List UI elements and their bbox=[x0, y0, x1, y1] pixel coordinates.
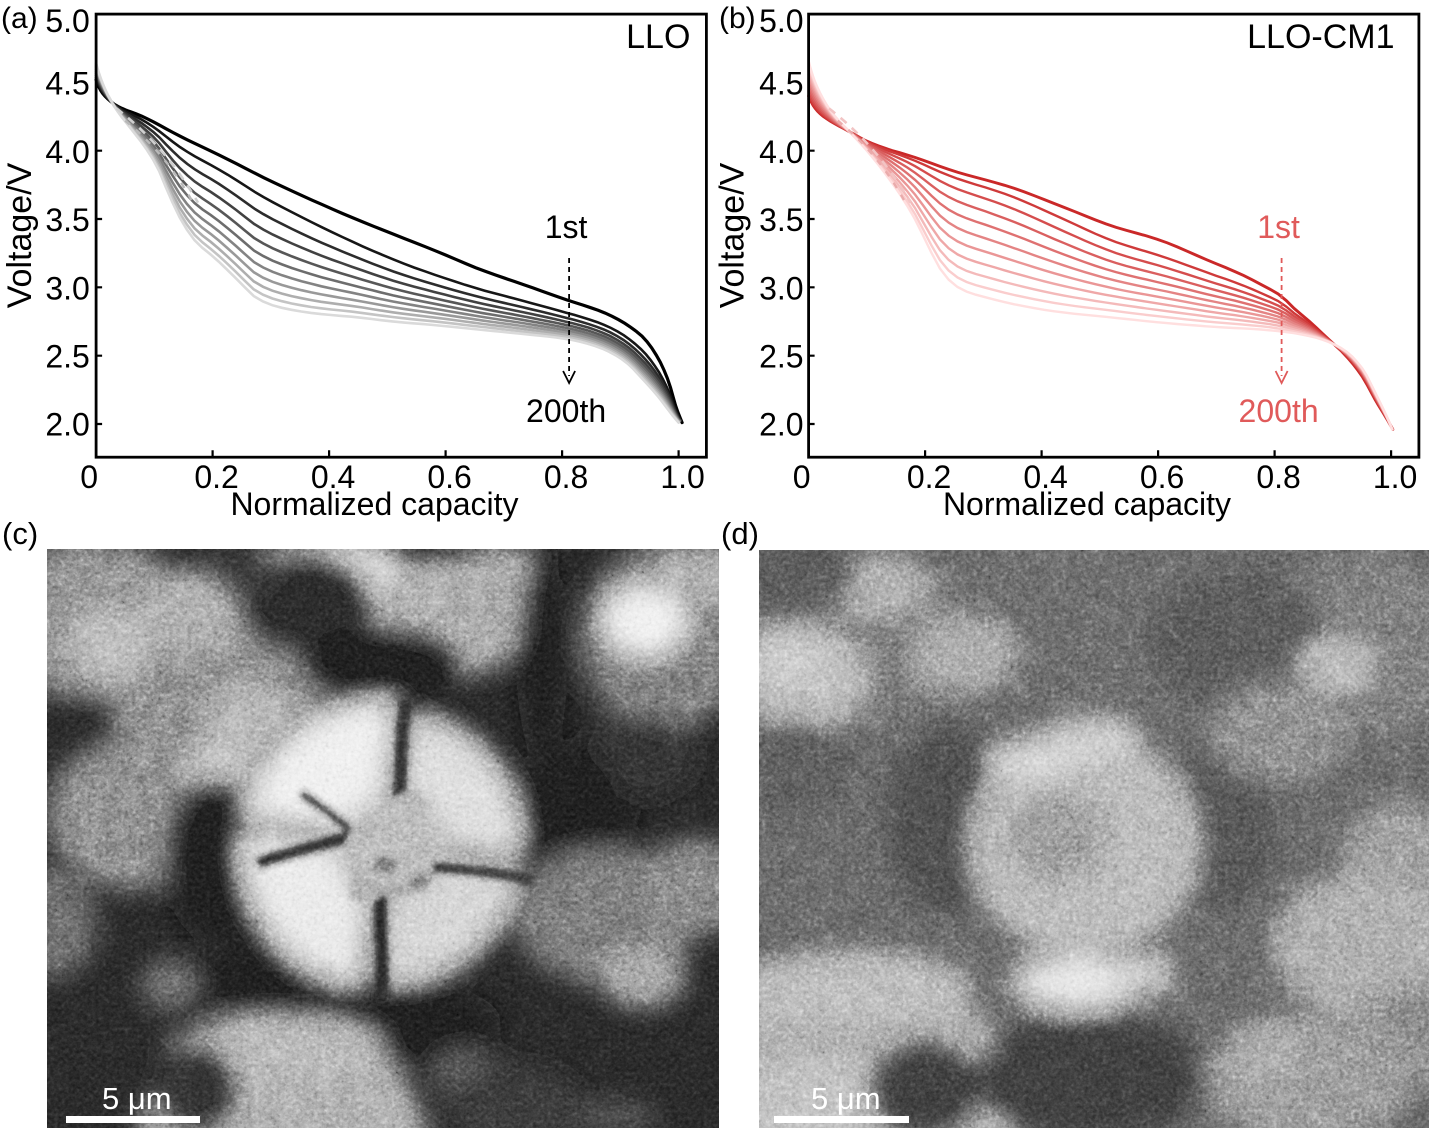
svg-text:Normalized capacity: Normalized capacity bbox=[230, 486, 518, 522]
svg-text:(d): (d) bbox=[721, 520, 759, 551]
svg-text:(b): (b) bbox=[719, 2, 756, 35]
svg-text:200th: 200th bbox=[526, 393, 606, 429]
svg-text:0.6: 0.6 bbox=[1140, 459, 1184, 495]
svg-text:1.0: 1.0 bbox=[660, 459, 704, 495]
svg-text:0.4: 0.4 bbox=[1023, 459, 1067, 495]
svg-text:5 μm: 5 μm bbox=[811, 1081, 881, 1116]
svg-text:0.4: 0.4 bbox=[311, 459, 355, 495]
svg-text:1st: 1st bbox=[545, 209, 588, 245]
svg-text:0: 0 bbox=[80, 459, 98, 495]
svg-text:2.0: 2.0 bbox=[45, 407, 89, 443]
svg-text:LLO: LLO bbox=[626, 18, 690, 56]
svg-text:3.5: 3.5 bbox=[45, 202, 89, 238]
svg-text:(c): (c) bbox=[2, 520, 38, 551]
svg-text:5.0: 5.0 bbox=[759, 3, 803, 39]
svg-text:200th: 200th bbox=[1239, 393, 1319, 429]
svg-text:1.0: 1.0 bbox=[1373, 459, 1417, 495]
svg-text:3.5: 3.5 bbox=[759, 202, 803, 238]
svg-text:LLO-CM1: LLO-CM1 bbox=[1247, 18, 1394, 56]
svg-text:2.5: 2.5 bbox=[45, 339, 89, 375]
svg-text:0: 0 bbox=[793, 459, 811, 495]
svg-text:0.2: 0.2 bbox=[194, 459, 238, 495]
svg-text:3.0: 3.0 bbox=[759, 270, 803, 306]
svg-text:0.8: 0.8 bbox=[1256, 459, 1300, 495]
svg-text:4.0: 4.0 bbox=[759, 134, 803, 170]
svg-text:Voltage/V: Voltage/V bbox=[1, 162, 39, 308]
svg-text:Normalized capacity: Normalized capacity bbox=[943, 486, 1231, 522]
svg-text:3.0: 3.0 bbox=[45, 270, 89, 306]
svg-text:4.0: 4.0 bbox=[45, 134, 89, 170]
svg-text:1st: 1st bbox=[1257, 209, 1300, 245]
svg-text:0.2: 0.2 bbox=[907, 459, 951, 495]
svg-text:(a): (a) bbox=[1, 2, 38, 35]
svg-text:0.8: 0.8 bbox=[544, 459, 588, 495]
svg-text:0.6: 0.6 bbox=[427, 459, 471, 495]
svg-text:4.5: 4.5 bbox=[759, 66, 803, 102]
svg-text:Voltage/V: Voltage/V bbox=[714, 162, 752, 308]
svg-text:5 μm: 5 μm bbox=[102, 1081, 172, 1116]
svg-text:4.5: 4.5 bbox=[45, 66, 89, 102]
svg-text:2.5: 2.5 bbox=[759, 339, 803, 375]
svg-text:2.0: 2.0 bbox=[759, 407, 803, 443]
svg-text:5.0: 5.0 bbox=[45, 3, 89, 39]
